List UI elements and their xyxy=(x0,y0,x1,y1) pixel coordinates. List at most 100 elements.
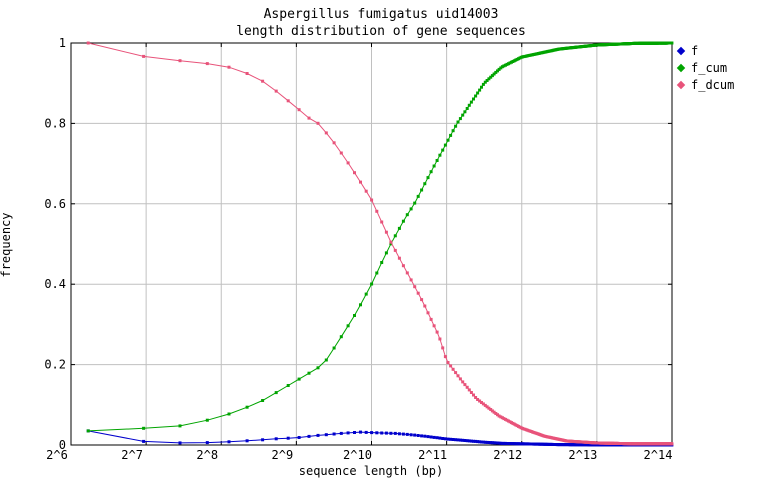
data-point-marker xyxy=(375,431,379,435)
data-point-marker xyxy=(297,436,301,439)
data-point-marker xyxy=(490,441,494,445)
data-point-marker xyxy=(489,441,493,445)
data-point-marker xyxy=(405,213,409,217)
data-point-marker xyxy=(429,170,433,174)
data-point-marker xyxy=(384,251,388,255)
data-point-marker xyxy=(494,412,498,415)
data-point-marker xyxy=(432,435,436,439)
data-point-marker xyxy=(492,410,496,414)
data-point-marker xyxy=(449,133,453,137)
data-point-marker xyxy=(435,159,439,162)
data-point-marker xyxy=(429,317,433,321)
data-point-marker xyxy=(389,242,393,246)
data-point-marker xyxy=(245,405,249,409)
data-point-marker xyxy=(405,271,409,275)
data-point-marker xyxy=(324,433,328,437)
data-point-marker xyxy=(467,439,471,443)
data-point-marker xyxy=(449,437,453,441)
data-point-marker xyxy=(413,201,417,205)
data-point-marker xyxy=(227,412,231,416)
data-point-marker xyxy=(245,72,249,75)
data-point-marker xyxy=(472,97,475,101)
data-point-marker xyxy=(483,80,487,84)
data-point-marker xyxy=(481,402,485,406)
x-tick-label: 2^10 xyxy=(343,448,372,462)
data-point-marker xyxy=(370,282,374,286)
data-point-marker xyxy=(454,371,458,375)
data-point-marker xyxy=(499,441,503,445)
data-point-marker xyxy=(178,59,182,63)
data-point-marker xyxy=(499,66,503,70)
series-f xyxy=(86,429,674,447)
data-point-marker xyxy=(480,85,483,89)
data-point-marker xyxy=(397,256,401,260)
data-point-marker xyxy=(485,440,489,444)
data-point-marker xyxy=(286,99,290,103)
data-point-marker xyxy=(435,436,439,440)
data-point-marker xyxy=(496,413,499,417)
data-point-marker xyxy=(469,439,473,443)
data-point-marker xyxy=(178,441,182,445)
data-point-marker xyxy=(458,117,462,121)
data-point-marker xyxy=(485,79,489,82)
data-point-marker xyxy=(380,220,384,224)
legend-marker-f-cum-icon xyxy=(676,63,686,72)
data-point-marker xyxy=(483,403,487,407)
data-point-marker xyxy=(397,432,401,436)
legend-marker-f-dcum-icon xyxy=(676,80,686,89)
data-point-marker xyxy=(401,432,405,436)
x-axis-label: sequence length (bp) xyxy=(298,464,444,478)
data-point-marker xyxy=(401,264,405,268)
data-point-marker xyxy=(489,408,493,411)
y-tick-label: 0.2 xyxy=(44,358,66,372)
data-point-marker xyxy=(142,54,146,58)
data-point-marker xyxy=(472,393,475,397)
data-point-marker xyxy=(463,439,467,442)
data-point-marker xyxy=(492,72,496,76)
data-point-marker xyxy=(416,291,420,295)
data-point-marker xyxy=(316,433,320,437)
data-point-marker xyxy=(496,441,499,445)
data-point-marker xyxy=(332,346,336,350)
data-point-marker xyxy=(454,438,458,442)
data-point-marker xyxy=(487,77,491,81)
data-point-marker xyxy=(423,434,427,438)
x-tick-label: 2^8 xyxy=(196,448,218,462)
data-point-marker xyxy=(451,367,455,371)
data-point-marker xyxy=(461,438,465,442)
legend-item-f: f xyxy=(676,42,734,59)
x-tick-label: 2^11 xyxy=(418,448,447,462)
data-point-marker xyxy=(465,107,469,110)
data-point-marker xyxy=(261,399,265,402)
data-point-marker xyxy=(438,436,442,440)
data-point-marker xyxy=(375,209,379,213)
data-point-marker xyxy=(205,418,209,422)
legend-label-f-cum: f_cum xyxy=(691,60,728,75)
y-axis-label: frequency xyxy=(0,212,13,278)
data-point-marker xyxy=(489,75,493,79)
legend-marker-f-icon xyxy=(676,46,686,55)
data-point-marker xyxy=(380,261,384,264)
chart-title: Aspergillus fumigatus uid14003 length di… xyxy=(0,6,762,40)
data-point-marker xyxy=(307,371,311,375)
data-point-marker xyxy=(393,248,397,252)
chart-title-line2: length distribution of gene sequences xyxy=(236,24,526,39)
data-point-marker xyxy=(469,100,473,104)
data-point-marker xyxy=(413,433,417,437)
legend-label-f-dcum: f_dcum xyxy=(691,77,735,92)
data-point-marker xyxy=(497,414,501,418)
data-point-marker xyxy=(401,219,405,223)
data-point-marker xyxy=(413,285,417,289)
data-point-marker xyxy=(409,433,413,437)
data-point-marker xyxy=(429,435,433,439)
data-point-marker xyxy=(227,440,231,444)
data-point-marker xyxy=(485,405,489,409)
data-point-marker xyxy=(245,439,249,443)
series-f_dcum xyxy=(86,41,674,446)
data-point-marker xyxy=(416,194,420,198)
x-tick-label: 2^14 xyxy=(644,448,673,462)
data-point-marker xyxy=(346,431,350,435)
data-point-marker xyxy=(86,41,90,45)
data-point-marker xyxy=(497,67,501,71)
